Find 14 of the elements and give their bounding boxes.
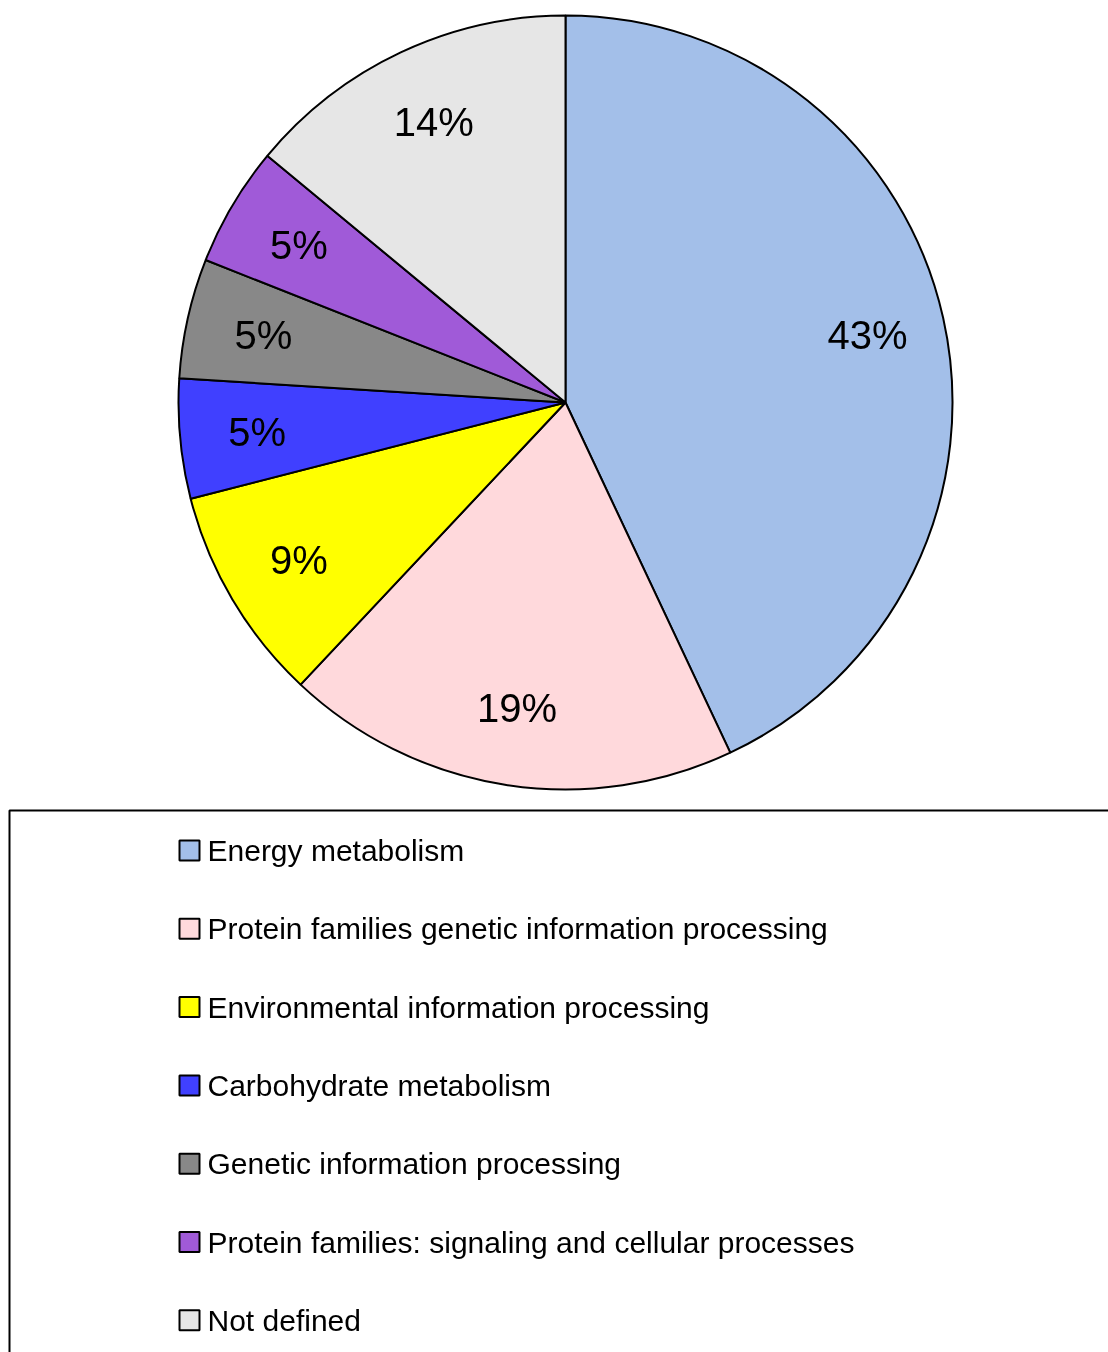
data-label: 43% — [827, 312, 908, 357]
data-label: 5% — [234, 312, 293, 357]
legend-label: Energy metabolism — [207, 834, 465, 867]
legend-label: Protein families genetic information processing — [207, 912, 828, 946]
data-label: 19% — [477, 686, 558, 731]
legend-label: Environmental information processing — [207, 990, 710, 1024]
legend-label: Genetic information processing — [207, 1147, 622, 1181]
data-label: 5% — [228, 409, 287, 454]
legend-label: Carbohydrate metabolism — [207, 1068, 551, 1102]
data-label: 9% — [270, 538, 328, 583]
data-label: 5% — [270, 222, 328, 267]
legend-label: Not defined — [207, 1303, 361, 1337]
data-label: 14% — [393, 100, 474, 145]
legend-label: Protein families: signaling and cellular processes — [207, 1225, 855, 1259]
